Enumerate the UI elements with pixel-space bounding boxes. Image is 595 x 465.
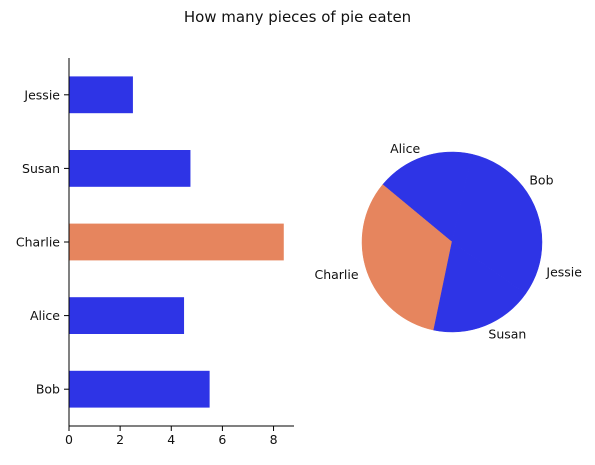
pie-slice-bob xyxy=(451,153,543,243)
y-tick-label: Charlie xyxy=(16,235,60,250)
pie-label: Bob xyxy=(529,173,553,188)
pie-chart: Bob Alice Charlie Susan Jessie xyxy=(314,141,582,342)
x-tick-label: 6 xyxy=(218,432,226,447)
y-tick-label: Alice xyxy=(30,308,60,323)
pie-label: Alice xyxy=(390,141,420,156)
bar-bob xyxy=(69,370,210,408)
pie-slice-susan xyxy=(433,241,526,333)
pie-slice-charlie xyxy=(361,184,453,331)
pie-label: Susan xyxy=(488,327,526,342)
pie-label: Jessie xyxy=(545,264,582,279)
x-tick-label: 8 xyxy=(270,432,278,447)
pie-slice-jessie xyxy=(451,241,543,295)
x-tick-label: 2 xyxy=(116,432,124,447)
x-tick-label: 4 xyxy=(167,432,175,447)
figure-title: How many pieces of pie eaten xyxy=(183,8,412,26)
bar-charlie xyxy=(69,223,284,261)
y-tick-label: Susan xyxy=(22,161,60,176)
y-tick-label: Jessie xyxy=(23,87,60,102)
x-tick-label: 0 xyxy=(65,432,73,447)
y-tick-label: Bob xyxy=(36,382,60,397)
bar-alice xyxy=(69,297,185,334)
pie-label: Charlie xyxy=(314,267,358,282)
pie-slice-alice xyxy=(382,151,473,243)
bar-susan xyxy=(69,150,191,187)
bar-jessie xyxy=(69,76,133,114)
bar-chart: Bob Alice Charlie Susan Jessie 0 2 4 6 8 xyxy=(16,58,294,447)
